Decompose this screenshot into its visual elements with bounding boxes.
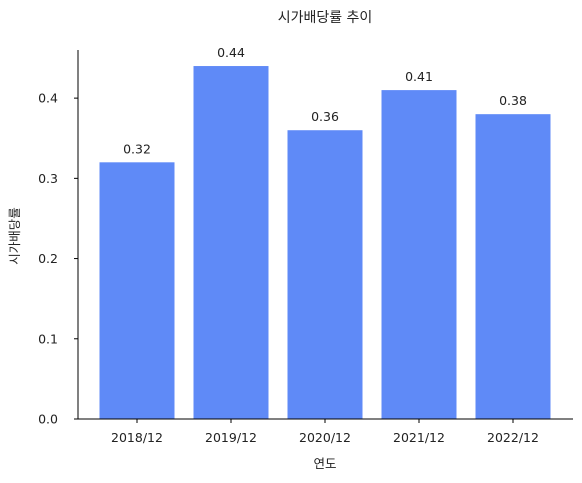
y-ticks-group: 0.0 0.1 0.2 0.3 0.4: [38, 91, 78, 427]
bar-2018/12: [99, 162, 175, 419]
y-tick-label: 0.2: [38, 251, 58, 266]
value-label: 0.32: [123, 141, 151, 156]
x-tick-label: 2021/12: [393, 430, 445, 445]
value-label: 0.36: [311, 109, 339, 124]
y-axis-label: 시가배당률: [7, 207, 22, 265]
y-tick-label: 0.4: [38, 91, 58, 106]
y-tick-label: 0.1: [38, 331, 58, 346]
x-ticks-group: 2018/12 2019/12 2020/12 2021/12 2022/12: [111, 419, 539, 445]
bars-group: [99, 66, 551, 419]
bar-2020/12: [287, 130, 363, 419]
bar-2021/12: [381, 90, 457, 419]
x-axis-label: 연도: [313, 456, 336, 471]
chart-title: 시가배당률 추이: [278, 10, 373, 26]
value-label: 0.44: [217, 45, 245, 60]
y-tick-label: 0.3: [38, 171, 58, 186]
x-tick-label: 2019/12: [205, 430, 257, 445]
x-tick-label: 2020/12: [299, 430, 351, 445]
x-tick-label: 2022/12: [487, 430, 539, 445]
value-label: 0.41: [405, 69, 433, 84]
bar-2022/12: [475, 114, 551, 419]
value-labels-group: 0.32 0.44 0.36 0.41 0.38: [123, 45, 527, 156]
y-tick-label: 0.0: [38, 412, 58, 427]
x-tick-label: 2018/12: [111, 430, 163, 445]
value-label: 0.38: [499, 93, 527, 108]
bar-2019/12: [193, 66, 269, 419]
